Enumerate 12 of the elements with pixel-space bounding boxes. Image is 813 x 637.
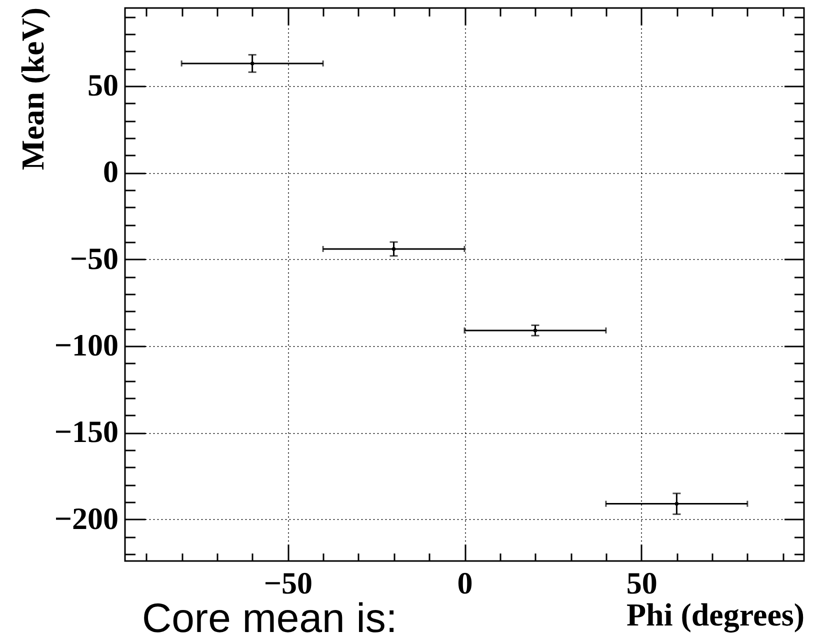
x-tick-label: 0: [457, 566, 473, 600]
y-tick-label: −50: [70, 240, 118, 276]
y-tick-label: −200: [54, 500, 118, 536]
y-axis-title: Mean (keV): [14, 8, 50, 170]
y-tick-label: −150: [54, 414, 118, 450]
y-tick-label: 50: [88, 68, 118, 103]
point: [392, 247, 396, 251]
point: [533, 328, 538, 332]
y-tick-label: 0: [103, 154, 118, 190]
y-tick-label: −100: [54, 328, 118, 363]
point: [250, 62, 254, 66]
point: [674, 502, 679, 506]
